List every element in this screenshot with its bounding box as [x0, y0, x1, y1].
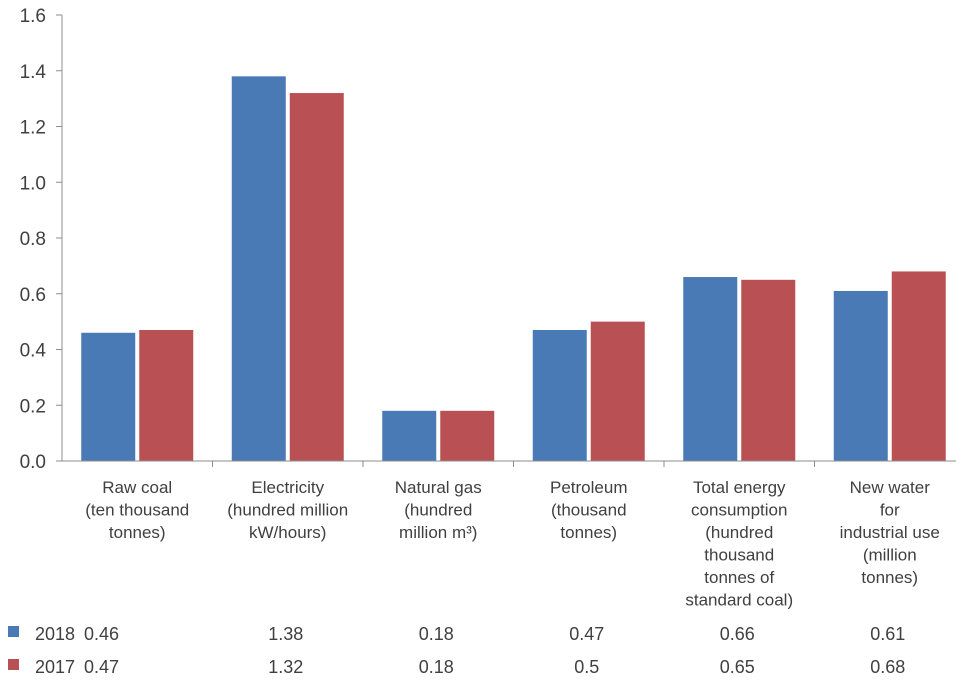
bar-2018-1 — [231, 76, 286, 461]
bar-2018-3 — [532, 329, 587, 461]
data-label-2018-4: 0.66 — [720, 624, 755, 644]
x-category-label: Total energy consumption (hundred thousand t… — [685, 478, 793, 610]
y-axis: 0.0 0.2 0.4 0.6 0.8 1.0 1.2 1.4 1.6 — [20, 6, 63, 473]
data-label-2018-1: 1.38 — [268, 624, 303, 644]
bar-2018-0 — [81, 332, 136, 461]
data-label-2018-0: 0.46 — [84, 624, 119, 644]
data-table: 2018 0.46 1.38 0.18 0.47 0.66 0.61 2017 0.47 1.32… — [8, 624, 905, 677]
data-label-2017-0: 0.47 — [84, 657, 119, 677]
data-label-2017-1: 1.32 — [268, 657, 303, 677]
bar-2017-3 — [590, 321, 645, 461]
y-tick-label: 0.6 — [20, 285, 46, 306]
bar-2017-1 — [289, 93, 344, 462]
x-category-label: Natural gas (hundred million m³) — [395, 478, 482, 542]
bar-2018-5 — [833, 290, 888, 461]
bar-2017-2 — [440, 410, 495, 461]
y-tick-label: 1.2 — [20, 118, 46, 139]
y-tick-label: 1.6 — [20, 6, 46, 27]
bar-2017-0 — [139, 329, 194, 461]
legend-swatch-2018 — [8, 626, 19, 637]
data-label-2017-3: 0.5 — [574, 657, 599, 677]
data-label-2018-3: 0.47 — [569, 624, 604, 644]
data-label-2018-2: 0.18 — [419, 624, 454, 644]
bars — [81, 76, 946, 462]
y-tick-label: 1.4 — [20, 62, 47, 83]
bar-2018-2 — [382, 410, 437, 461]
x-category-label: Petroleum (thousand tonnes) — [550, 478, 627, 542]
data-label-2017-2: 0.18 — [419, 657, 454, 677]
bar-2018-4 — [683, 277, 738, 461]
y-tick-label: 0.4 — [20, 341, 47, 362]
data-label-2017-4: 0.65 — [720, 657, 755, 677]
x-axis: Raw coal (ten thousand tonnes) Electricity(… — [62, 460, 956, 610]
y-tick-label: 0.0 — [20, 452, 46, 473]
x-category-label: New water for industrial use (million tonnes… — [840, 478, 940, 587]
data-label-2017-5: 0.68 — [870, 657, 905, 677]
y-tick-label: 0.8 — [20, 229, 46, 250]
data-label-2018-5: 0.61 — [870, 624, 905, 644]
x-category-label: Raw coal (ten thousand tonnes) — [85, 478, 189, 542]
legend-label-2017: 2017 — [35, 657, 75, 677]
legend-swatch-2017 — [8, 659, 19, 670]
bar-2017-4 — [741, 279, 796, 461]
y-tick-label: 0.2 — [20, 396, 46, 417]
x-category-label: Electricity (hundred million kW/hours) — [227, 478, 348, 542]
legend-label-2018: 2018 — [35, 624, 75, 644]
y-tick-label: 1.0 — [20, 173, 46, 194]
bar-2017-5 — [891, 271, 946, 461]
